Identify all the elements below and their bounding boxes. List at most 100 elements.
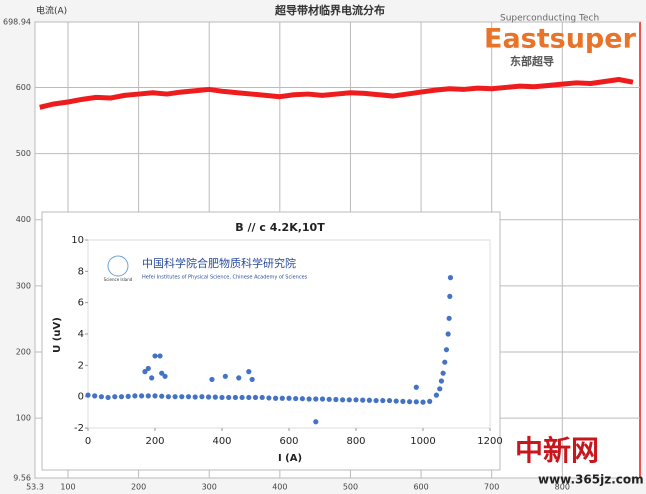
- y-tick-label: 8: [78, 266, 84, 277]
- data-point: [152, 393, 158, 399]
- inset-logo-island: Science Island: [104, 277, 133, 282]
- data-line: [39, 77, 634, 110]
- data-point: [433, 392, 439, 398]
- data-point: [266, 395, 272, 401]
- x-tick-label: 1200: [477, 436, 502, 447]
- data-point: [179, 394, 185, 400]
- data-point: [239, 394, 245, 401]
- y-tick-label: 0: [78, 392, 84, 403]
- data-point: [319, 396, 326, 402]
- data-point: [420, 399, 426, 405]
- y-tick-label: 300: [16, 281, 31, 290]
- x-tick-label: 800: [555, 483, 570, 492]
- data-point: [172, 394, 178, 400]
- data-point: [249, 376, 255, 383]
- data-point: [326, 396, 332, 402]
- y-tick-label: 200: [16, 348, 31, 357]
- data-point: [299, 396, 305, 402]
- data-point: [112, 394, 118, 400]
- x-tick-label: 200: [131, 483, 146, 492]
- data-point: [360, 397, 366, 403]
- data-point: [446, 315, 452, 321]
- x-tick-label: 200: [145, 436, 164, 447]
- data-point: [438, 378, 445, 384]
- data-point: [447, 293, 453, 299]
- x-tick-label: 600: [279, 436, 298, 447]
- y-tick-label: 500: [16, 149, 31, 158]
- chart-title: 超导带材临界电流分布: [274, 3, 385, 17]
- data-point: [340, 397, 346, 403]
- data-point: [159, 393, 165, 399]
- watermark-cn: 中新网: [515, 434, 599, 467]
- data-point: [157, 353, 163, 359]
- data-point: [443, 347, 450, 353]
- data-point: [313, 419, 319, 425]
- data-point: [407, 399, 413, 405]
- data-point: [445, 331, 451, 337]
- data-point: [427, 398, 433, 404]
- data-point: [442, 359, 448, 365]
- data-point: [222, 373, 228, 379]
- data-point: [393, 398, 399, 404]
- inset-panel: [41, 211, 501, 471]
- data-point: [259, 394, 265, 401]
- data-point: [219, 394, 225, 401]
- data-point: [386, 397, 393, 404]
- data-point: [437, 386, 443, 392]
- data-point: [413, 384, 419, 390]
- data-point: [118, 394, 125, 400]
- data-point: [252, 394, 259, 401]
- logo-cn: 东部超导: [510, 54, 554, 68]
- data-point: [105, 394, 111, 401]
- x-tick-label: 300: [202, 483, 217, 492]
- data-point: [145, 393, 151, 399]
- data-point: [139, 393, 145, 399]
- data-point: [159, 370, 165, 376]
- y-tick-label: 4: [78, 329, 84, 340]
- data-point: [346, 397, 352, 403]
- data-point: [286, 395, 292, 401]
- x-tick-label: 600: [413, 483, 428, 492]
- data-point: [152, 353, 158, 359]
- data-point: [206, 394, 212, 400]
- x-tick-label: 500: [343, 483, 358, 492]
- data-point: [232, 394, 238, 401]
- y-axis-label: U (uV): [52, 317, 63, 353]
- x-tick-label: 53.3: [26, 483, 44, 492]
- data-point: [413, 399, 419, 405]
- data-point: [209, 376, 215, 383]
- inset-title: B // c 4.2K,10T: [235, 221, 325, 234]
- x-tick-label: 100: [60, 483, 75, 492]
- data-point: [279, 395, 285, 401]
- watermark-url: www.365jz.com: [538, 473, 644, 487]
- y-tick-label: 600: [16, 83, 31, 92]
- data-point: [353, 397, 359, 403]
- data-point: [165, 394, 171, 400]
- data-point: [246, 369, 252, 375]
- x-tick-label: 0: [85, 436, 91, 447]
- logo-sub: Superconducting Tech: [500, 14, 599, 24]
- data-point: [400, 398, 406, 404]
- data-point: [145, 365, 151, 372]
- inset-chart: B // c 4.2K,10T I (A) U (uV) Science Isl…: [41, 211, 503, 471]
- y-tick-label: -2: [74, 423, 84, 434]
- data-point: [380, 397, 386, 404]
- data-point: [333, 396, 339, 403]
- y-tick-label: 100: [16, 414, 31, 423]
- data-point: [142, 369, 148, 375]
- y-axis-label: 电流(A): [36, 5, 67, 17]
- data-point: [132, 393, 138, 399]
- data-point: [92, 393, 98, 399]
- data-point: [306, 396, 312, 402]
- y-tick-label: 698.94: [3, 18, 31, 27]
- data-point: [440, 370, 446, 376]
- data-point: [192, 394, 198, 400]
- data-point: [246, 394, 252, 401]
- y-tick-label: 2: [78, 360, 84, 371]
- y-tick-label: 400: [16, 215, 31, 224]
- logo-name: Eastsuper: [484, 24, 637, 55]
- data-point: [366, 397, 372, 403]
- data-point: [212, 394, 218, 400]
- inset-logo-icon: [107, 255, 129, 277]
